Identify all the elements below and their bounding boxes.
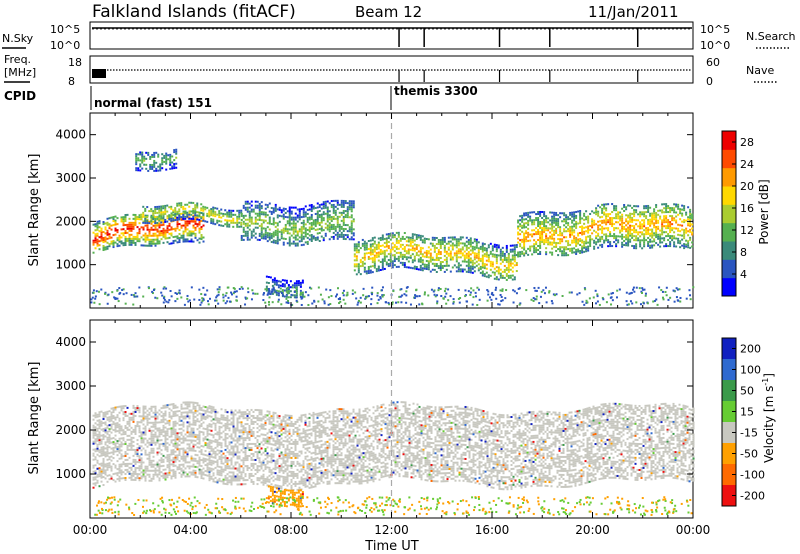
velocity-colorbar-swatch-7 [722,485,736,507]
beam-label: Beam 12 [355,3,422,21]
power-colorbar-swatch-8 [722,131,736,150]
power-colorbar-tick-0: 4 [740,268,747,281]
velocity-colorbar-tick-2: 50 [740,385,754,398]
freq-tick-top: 18 [68,56,82,69]
nsky-tick-top: 10^5 [50,23,80,36]
power-echo-band-5 [135,148,178,172]
nsearch-label: N.Search [746,30,796,43]
nave-tick-bottom: 0 [706,75,713,88]
power-ytick-label-3: 4000 [55,128,86,142]
velocity-colorbar-tick-1: 100 [740,364,761,377]
nsky-panel-frame [89,21,694,50]
power-colorbar-swatch-5 [722,186,736,205]
power-echo-band-2 [240,199,355,247]
power-colorbar-swatch-4 [722,204,736,224]
nave-tick-top: 60 [706,56,720,69]
power-colorbar-swatch-0 [722,277,736,297]
power-colorbar-label: Power [dB] [757,179,771,244]
xtick-label-0: 00:00 [73,523,108,537]
freq-gap-markers [398,70,639,82]
x-axis-label: Time UT [364,539,418,554]
velocity-panel: 1000 2000 3000 4000 200 100 50 15 -15 -50 -100 -200… [55,319,765,537]
nsky-tick-bottom: 10^0 [50,39,80,52]
xtick-label-2: 08:00 [274,523,309,537]
power-ground-noise [90,286,695,306]
velocity-colorbar-swatch-1 [722,359,736,381]
power-colorbar-tick-5: 24 [740,158,754,171]
xtick-label-4: 16:00 [475,523,510,537]
plot-title: Falkland Islands (fitACF) [92,2,296,22]
velocity-ytick-label-1: 2000 [55,423,86,437]
nsky-label: N.Sky [2,32,34,45]
velocity-colorbar-tick-6: -100 [740,469,765,482]
velocity-colorbar-swatch-2 [722,380,736,402]
velocity-colorbar-swatch-5 [722,443,736,465]
velocity-colorbar-swatch-6 [722,464,736,486]
xtick-label-1: 04:00 [173,523,208,537]
nsky-gap-markers [398,28,639,47]
power-colorbar-tick-4: 20 [740,180,754,193]
freq-start-block [92,69,106,78]
cpid-mode-1: themis 3300 [394,84,478,98]
freq-label: Freq. [4,53,31,66]
velocity-colorbar-tick-0: 200 [740,343,761,356]
power-echo-band-3 [353,231,518,281]
freq-tick-bottom: 8 [68,75,75,88]
cpid-mode-0: normal (fast) 151 [94,96,212,110]
power-echo-band-1 [140,201,243,228]
nave-label: Nave [746,64,774,77]
freq-unit: [MHz] [4,66,36,79]
power-echo-cells [92,148,694,299]
velocity-ytick-label-0: 1000 [55,467,86,481]
xtick-label-6: 00:00 [676,523,711,537]
velocity-ylabel: Slant Range [km] [27,362,42,475]
velocity-ytick-label-3: 4000 [55,335,86,349]
velocity-echo-band-0 [92,401,695,491]
velocity-colorbar-swatch-3 [722,401,736,423]
xtick-label-5: 20:00 [575,523,610,537]
velocity-colorbar-tick-5: -50 [740,448,758,461]
nsearch-tick-bottom: 10^0 [700,39,730,52]
freq-panel-frame [89,55,694,84]
power-colorbar-swatch-3 [722,222,736,242]
velocity-ground-noise [94,496,693,516]
velocity-echo-cells [92,401,695,508]
nsearch-tick-top: 10^5 [700,23,730,36]
velocity-colorbar: 200 100 50 15 -15 -50 -100 -200 [721,337,765,507]
power-echo-band-4 [517,203,694,258]
power-colorbar-swatch-2 [722,241,736,260]
cpid-label: CPID [4,89,36,103]
xtick-label-3: 12:00 [374,523,409,537]
velocity-colorbar-tick-4: -15 [740,427,758,440]
velocity-ytick-label-2: 3000 [55,379,86,393]
power-colorbar-swatch-1 [722,259,736,279]
power-ylabel: Slant Range [km] [27,154,42,267]
velocity-colorbar-label: Velocity [m s-1] [761,373,776,463]
date-label: 11/Jan/2011 [588,3,679,21]
power-colorbar-tick-6: 28 [740,136,754,149]
power-ytick-label-1: 2000 [55,214,86,228]
power-colorbar-tick-2: 12 [740,224,754,237]
power-panel: 1000 2000 3000 4000 4 8 12 16 20 24 28 [55,112,754,309]
power-ytick-label-2: 3000 [55,171,86,185]
velocity-colorbar-swatch-0 [722,338,736,360]
velocity-colorbar-swatch-4 [722,422,736,444]
power-colorbar-swatch-7 [722,149,736,169]
power-colorbar-tick-1: 8 [740,246,747,259]
power-ytick-label-0: 1000 [55,258,86,272]
velocity-colorbar-tick-3: 15 [740,406,754,419]
power-colorbar: 4 8 12 16 20 24 28 [721,130,754,297]
velocity-colorbar-tick-7: -200 [740,490,765,503]
power-colorbar-tick-3: 16 [740,202,754,215]
power-colorbar-swatch-6 [722,167,736,187]
